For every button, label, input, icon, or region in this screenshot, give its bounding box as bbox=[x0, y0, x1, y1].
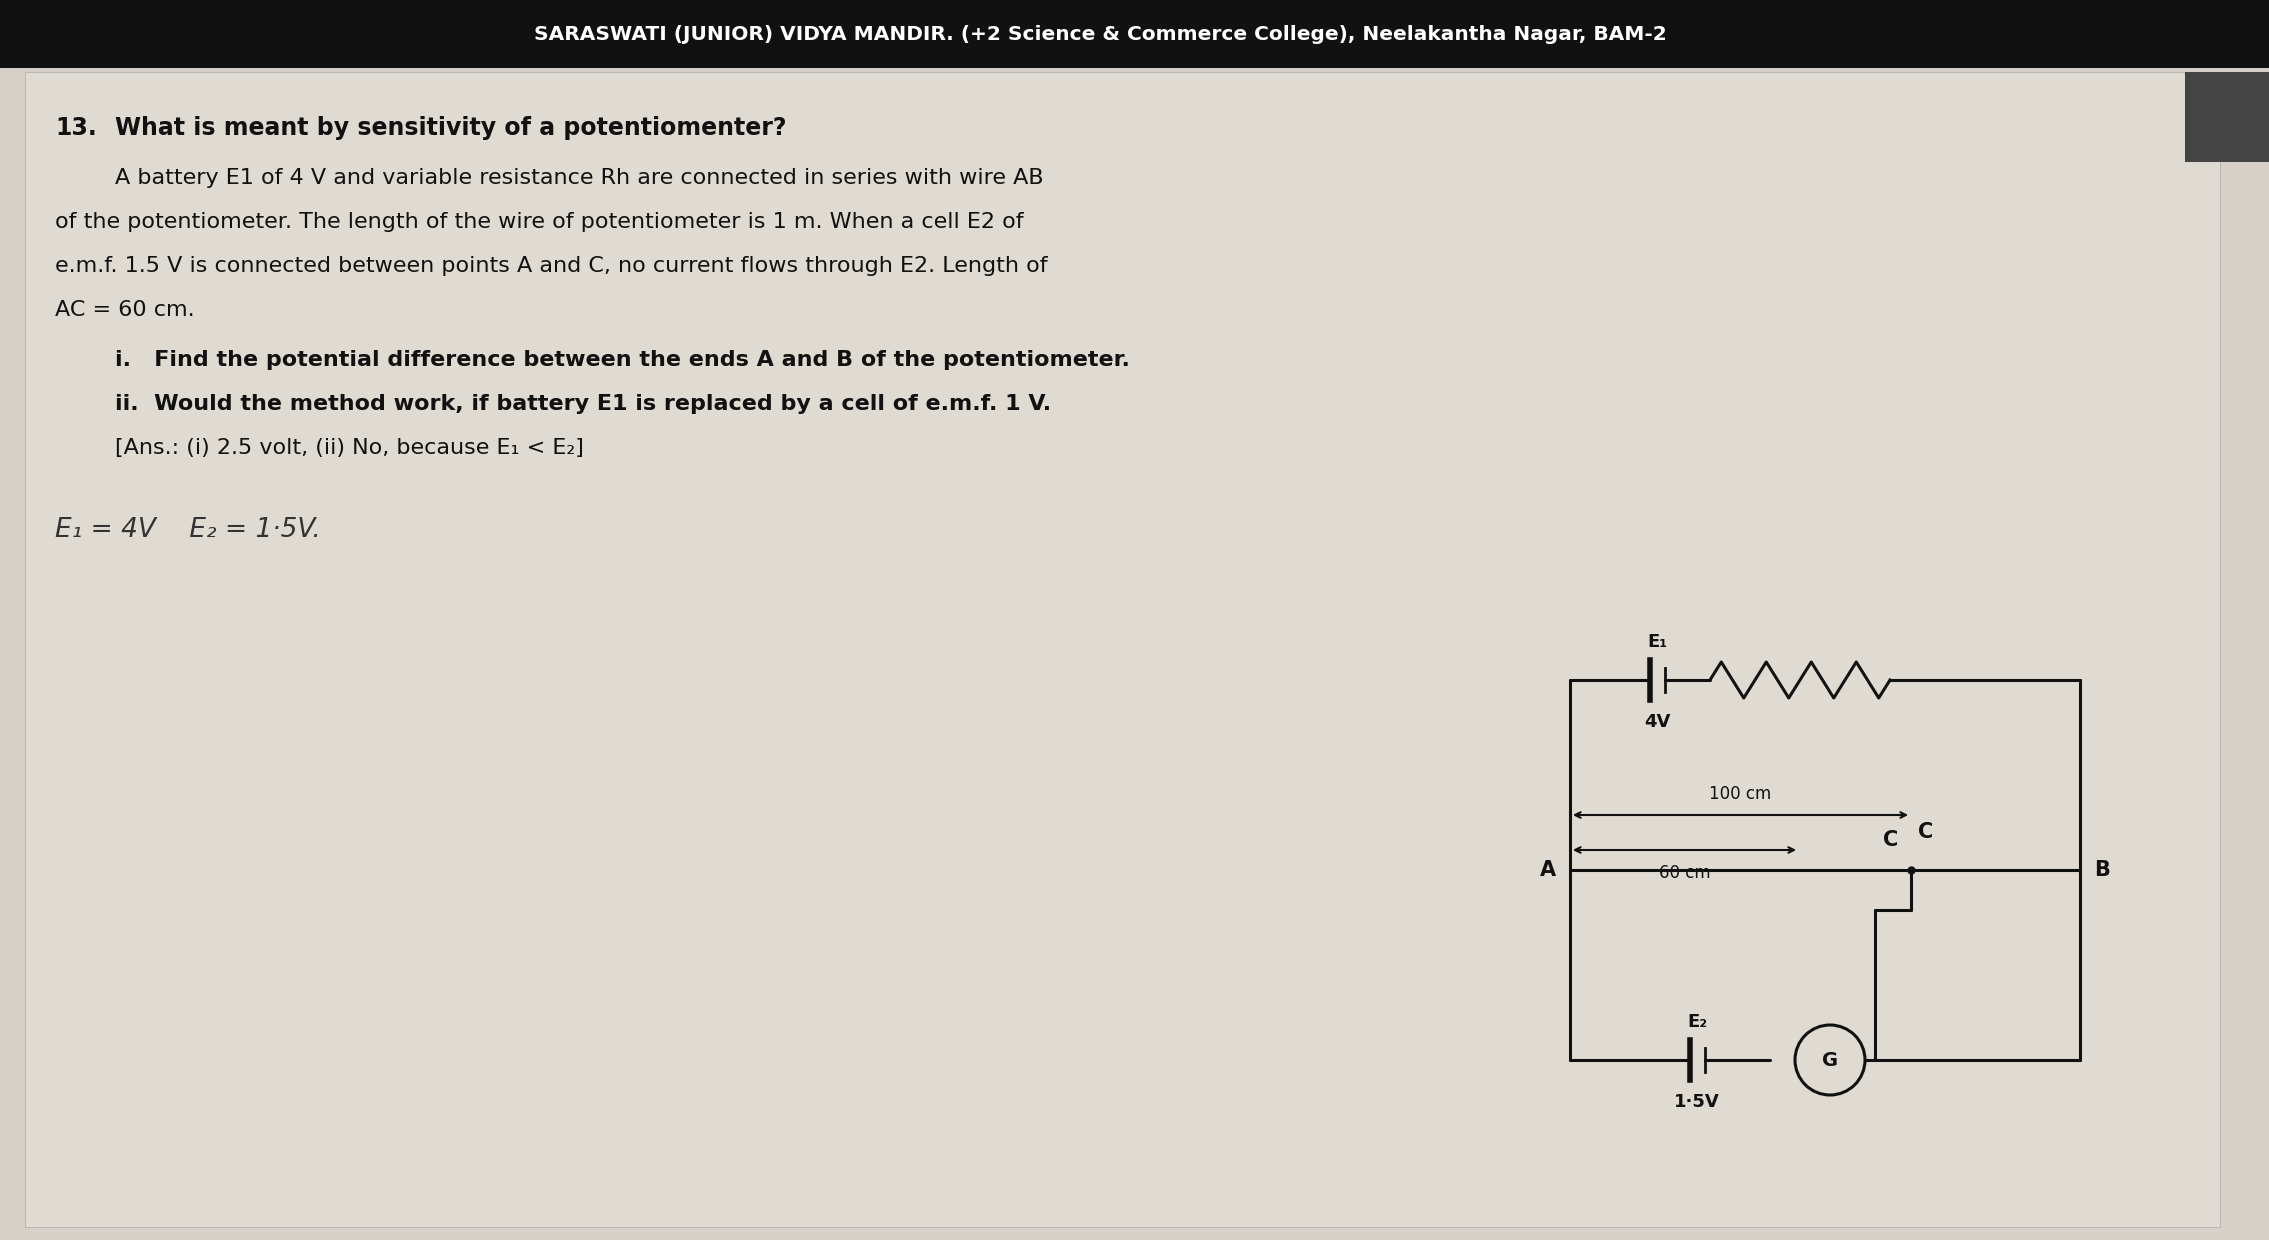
Text: e.m.f. 1.5 V is connected between points A and C, no current flows through E2. L: e.m.f. 1.5 V is connected between points… bbox=[54, 255, 1048, 277]
FancyBboxPatch shape bbox=[25, 72, 2219, 1228]
Text: G: G bbox=[1822, 1050, 1838, 1069]
Text: [Ans.: (i) 2.5 volt, (ii) No, because E₁ < E₂]: [Ans.: (i) 2.5 volt, (ii) No, because E₁… bbox=[116, 438, 583, 458]
Text: A battery E1 of 4 V and variable resistance Rh are connected in series with wire: A battery E1 of 4 V and variable resista… bbox=[116, 167, 1044, 188]
Text: ii.  Would the method work, if battery E1 is replaced by a cell of e.m.f. 1 V.: ii. Would the method work, if battery E1… bbox=[116, 394, 1051, 414]
Text: i.   Find the potential difference between the ends A and B of the potentiometer: i. Find the potential difference between… bbox=[116, 350, 1130, 370]
Text: C: C bbox=[1917, 822, 1933, 842]
Text: 100 cm: 100 cm bbox=[1709, 785, 1772, 804]
Text: SARASWATI (JUNIOR) VIDYA MANDIR. (+2 Science & Commerce College), Neelakantha Na: SARASWATI (JUNIOR) VIDYA MANDIR. (+2 Sci… bbox=[533, 25, 1665, 43]
Text: of the potentiometer. The length of the wire of potentiometer is 1 m. When a cel: of the potentiometer. The length of the … bbox=[54, 212, 1023, 232]
Text: E₁: E₁ bbox=[1647, 632, 1668, 651]
Text: B: B bbox=[2094, 861, 2110, 880]
FancyBboxPatch shape bbox=[2185, 72, 2269, 162]
Text: 60 cm: 60 cm bbox=[1659, 864, 1711, 882]
Text: What is meant by sensitivity of a potentiomenter?: What is meant by sensitivity of a potent… bbox=[116, 117, 787, 140]
Text: AC = 60 cm.: AC = 60 cm. bbox=[54, 300, 195, 320]
Text: A: A bbox=[1541, 861, 1557, 880]
Text: E₂: E₂ bbox=[1686, 1013, 1706, 1030]
FancyBboxPatch shape bbox=[0, 0, 2269, 68]
Text: C: C bbox=[1883, 830, 1899, 849]
Text: 1·5V: 1·5V bbox=[1675, 1092, 1720, 1111]
Text: 13.: 13. bbox=[54, 117, 98, 140]
Text: 4V: 4V bbox=[1643, 713, 1670, 732]
Text: E₁ = 4V    E₂ = 1·5V.: E₁ = 4V E₂ = 1·5V. bbox=[54, 517, 320, 543]
